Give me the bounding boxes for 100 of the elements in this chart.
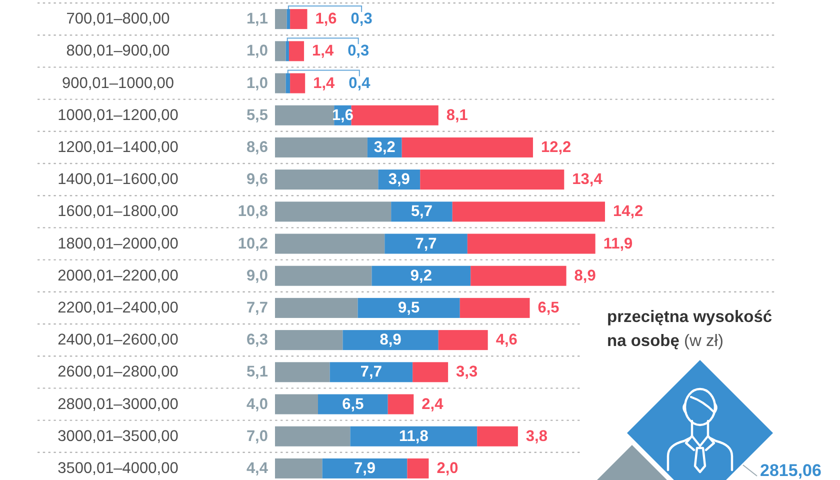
y-tick-label: 2600,01–2800,00 [58,364,179,381]
y-tick-label: 2400,01–2600,00 [58,332,179,349]
y-tick-label: 2000,01–2200,00 [58,267,179,284]
y-tick-label: 800,01–900,00 [66,42,170,60]
bar [288,41,304,62]
data-label: 3,8 [526,428,548,445]
y-tick-label: 2800,01–3000,00 [58,396,179,413]
bar [402,137,533,158]
data-label: 4,0 [246,396,268,413]
data-label: 4,6 [496,332,518,349]
bar [275,330,343,350]
data-label: 8,9 [380,332,402,349]
bar [477,426,518,446]
data-label: 8,9 [574,267,596,284]
bar [275,362,330,382]
data-label: 10,2 [238,235,268,252]
data-label: 12,2 [540,138,572,156]
bar [286,73,290,94]
bar [330,362,413,382]
data-label: 6,3 [246,332,268,349]
data-label: 8,1 [446,106,468,124]
data-label: 0,3 [350,10,373,28]
bar [388,394,414,414]
bar [290,73,306,94]
data-label: 5,5 [246,106,268,124]
bar [275,105,334,126]
text: przeciętna wysokość na osobę (w zł) [607,308,772,350]
data-label: 7,0 [246,428,268,445]
data-label: 7,7 [415,235,437,252]
data-label: 7,7 [360,364,382,381]
bar [452,202,605,222]
bar [322,458,408,478]
bar [290,9,308,30]
data-label: 7,7 [246,299,268,316]
data-label: 9,6 [246,171,268,188]
data-label: 5,1 [246,364,268,381]
y-tick-label: 1000,01–1200,00 [58,106,179,124]
data-label: 9,0 [246,267,268,284]
data-label: 3,3 [456,364,478,381]
bar [407,458,429,478]
data-label: 1,1 [246,10,268,28]
y-tick-label: 700,01–800,00 [66,10,170,28]
bar [275,41,286,62]
data-label: 2,4 [422,396,444,413]
data-label: 1,0 [246,74,268,92]
bar [275,458,322,478]
y-tick-label: 2200,01–2400,00 [58,299,179,316]
bar [350,426,478,446]
y-tick-label: 900,01–1000,00 [62,74,174,92]
data-label: 2,0 [436,460,458,477]
bar [351,105,438,126]
bar [342,330,438,350]
bar [286,9,290,30]
data-label: 6,5 [538,299,560,316]
text: 2815,06 [760,461,822,480]
bar [384,234,468,254]
data-label: 11,8 [399,428,429,445]
data-label: 7,9 [354,460,376,477]
bar [318,394,388,414]
data-label: 8,6 [246,138,268,156]
bar [275,202,392,222]
bar [372,266,471,286]
data-label: 3,9 [388,171,410,188]
bar [286,41,289,62]
data-label: 9,2 [410,267,432,284]
bar [275,170,378,190]
data-label: 10,8 [238,203,268,220]
bar [275,73,286,94]
data-label: 9,5 [398,299,420,316]
bar [275,234,385,254]
data-label: 11,9 [603,235,634,252]
y-tick-label: 1800,01–2000,00 [58,235,179,252]
bar [275,394,318,414]
data-label: 1,6 [315,10,338,28]
y-tick-label: 1600,01–1800,00 [58,203,179,220]
bar [275,426,350,446]
bar [275,137,368,158]
bar [467,234,596,254]
data-label: 0,4 [348,74,371,92]
bar [420,170,564,190]
data-label: 5,7 [410,203,433,220]
bar [470,266,566,286]
data-label: 14,2 [613,203,644,220]
y-tick-label: 3500,01–4000,00 [58,460,179,477]
data-label: 1,0 [246,42,268,60]
data-label: 4,4 [246,460,268,477]
data-label: 1,4 [312,42,334,60]
y-tick-label: 3000,01–3500,00 [58,428,179,445]
bar [460,298,530,318]
bar [275,9,287,30]
data-label: 1,4 [313,74,336,92]
y-tick-label: 1400,01–1600,00 [58,171,179,188]
data-label: 3,2 [374,138,396,156]
bar [358,298,460,318]
data-label: 0,3 [348,42,370,60]
bar [391,202,452,222]
bar [438,330,488,350]
bar [275,266,372,286]
y-tick-label: 1200,01–1400,00 [58,138,179,156]
data-label: 6,5 [342,396,364,413]
